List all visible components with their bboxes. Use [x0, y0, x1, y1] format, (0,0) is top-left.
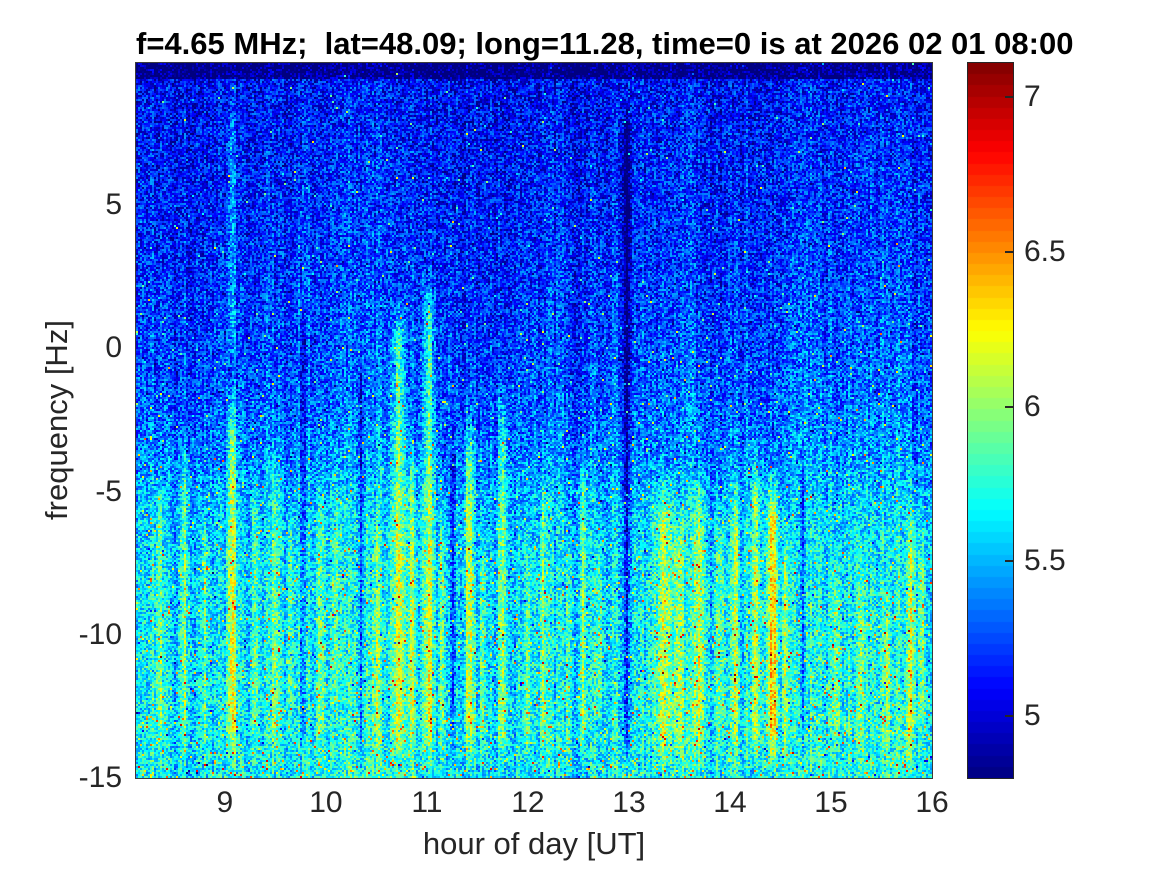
y-tick-label: -5	[95, 474, 122, 508]
y-tick-label: 5	[105, 188, 122, 222]
x-axis-label: hour of day [UT]	[422, 826, 646, 861]
colorbar-tick-mark	[1005, 250, 1013, 253]
x-tick-label: 9	[216, 786, 234, 819]
colorbar-tick-label: 6	[1024, 389, 1041, 423]
y-tick-label: 0	[105, 331, 122, 365]
colorbar-tick-mark	[1005, 405, 1013, 408]
x-tick-label: 13	[612, 786, 646, 819]
x-tick-label: 14	[713, 786, 747, 819]
x-tick-label: 10	[309, 786, 343, 819]
y-tick-label: -10	[78, 617, 122, 651]
y-tick-label: -15	[78, 761, 122, 794]
x-tick-label: 12	[511, 786, 545, 819]
colorbar-tick-mark	[1005, 96, 1013, 99]
chart-title: f=4.65 MHz; lat=48.09; long=11.28, time=…	[136, 26, 1074, 61]
colorbar-tick-mark	[1005, 560, 1013, 563]
x-tick-label: 15	[814, 786, 848, 819]
x-tick-label: 11	[411, 786, 443, 819]
heatmap-canvas	[135, 62, 933, 779]
colorbar-tick-label: 6.5	[1024, 234, 1066, 268]
colorbar-tick-label: 5.5	[1024, 544, 1066, 578]
colorbar-tick-label: 5	[1024, 699, 1041, 733]
colorbar-tick-mark	[1005, 715, 1013, 718]
x-tick-label: 16	[915, 786, 949, 819]
colorbar-tick-label: 7	[1024, 80, 1041, 114]
colorbar	[967, 62, 1014, 779]
